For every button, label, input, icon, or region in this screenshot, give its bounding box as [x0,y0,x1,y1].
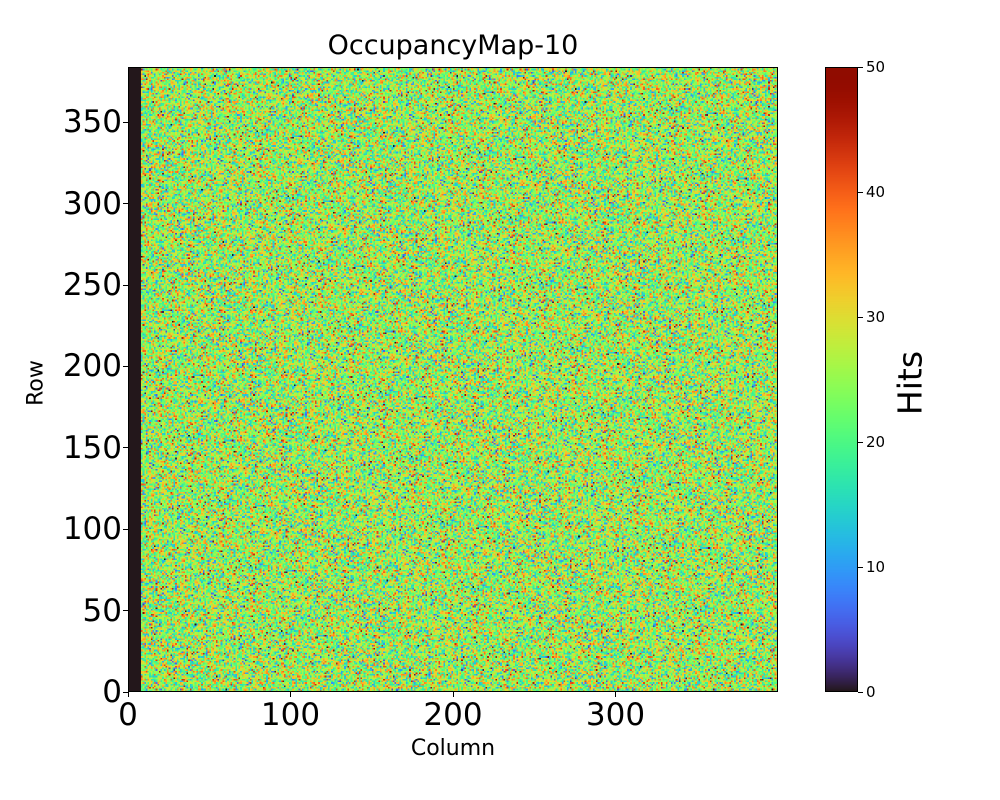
y-tick-mark [123,691,128,693]
y-tick-mark [123,365,128,367]
colorbar-tick-mark [858,191,863,193]
colorbar-tick-label: 40 [866,183,886,201]
y-tick-mark [123,203,128,205]
x-tick-label: 300 [585,697,646,733]
colorbar-tick-label: 0 [866,683,876,701]
x-tick-mark [127,692,129,697]
colorbar-tick-label: 30 [866,308,886,326]
colorbar-frame [825,67,858,692]
colorbar-tick-mark [858,441,863,443]
x-tick-label: 0 [118,697,138,733]
y-tick-mark [123,610,128,612]
y-tick-label: 250 [62,267,122,304]
colorbar-tick-label: 20 [866,433,886,451]
y-tick-label: 50 [82,592,122,629]
y-tick-label: 200 [62,348,122,385]
y-axis-label: Row [23,360,49,406]
x-axis-label: Column [410,736,496,761]
occupancy-heatmap [128,67,778,692]
x-tick-mark [615,692,616,697]
x-tick-label: 100 [260,697,321,733]
colorbar-tick-label: 10 [866,558,886,576]
colorbar-label: Hits [890,350,930,416]
x-tick-mark [290,692,291,697]
y-tick-label: 300 [62,185,122,222]
y-tick-mark [123,284,128,286]
colorbar [825,67,858,692]
colorbar-tick-mark [858,316,863,318]
plot-frame [128,67,778,692]
chart-title: OccupancyMap-10 [327,30,579,61]
y-tick-label: 0 [102,674,122,710]
y-tick-label: 150 [62,429,122,466]
y-tick-label: 350 [62,104,122,141]
colorbar-tick-mark [858,66,863,68]
x-tick-label: 200 [423,697,483,733]
x-tick-mark [452,692,454,697]
colorbar-tick-mark [858,566,863,568]
colorbar-tick-label: 50 [866,58,886,76]
colorbar-tick-mark [858,691,863,693]
y-tick-mark [123,121,128,123]
y-tick-label: 100 [62,511,122,548]
y-tick-mark [123,447,128,449]
y-tick-mark [123,528,128,530]
